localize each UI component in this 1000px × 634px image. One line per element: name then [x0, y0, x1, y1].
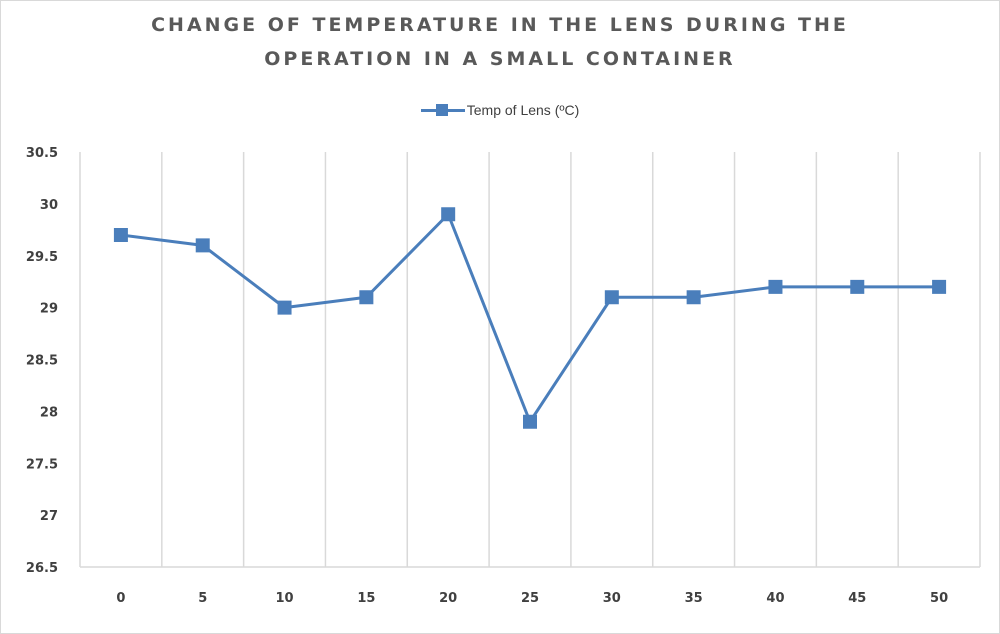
y-tick-label: 29 [40, 302, 58, 317]
x-tick-label: 5 [198, 591, 207, 606]
data-point-marker [441, 207, 456, 222]
x-tick-label: 40 [766, 591, 784, 606]
x-tick-label: 35 [685, 591, 703, 606]
x-tick-label: 30 [603, 591, 621, 606]
x-tick-label: 25 [521, 591, 539, 606]
data-point-marker [850, 279, 865, 294]
data-point-marker [523, 414, 537, 429]
data-point-marker [359, 290, 374, 305]
legend: Temp of Lens (ºC) [0, 98, 1000, 122]
x-tick-label: 50 [930, 591, 948, 606]
gridlines [79, 152, 981, 568]
y-tick-label: 29.5 [26, 250, 58, 265]
data-point-marker [195, 238, 210, 253]
data-point-marker [932, 279, 947, 294]
x-tick-label: 15 [357, 591, 375, 606]
data-point-marker [277, 300, 292, 315]
y-axis: 26.5 27 27.5 28 28.5 29 29.5 30 30.5 [26, 146, 58, 576]
x-tick-label: 45 [848, 591, 866, 606]
y-tick-label: 27.5 [26, 457, 58, 472]
series-temp-of-lens [113, 207, 947, 429]
legend-series-marker-icon [420, 103, 465, 117]
y-tick-label: 30 [40, 198, 58, 213]
x-tick-label: 0 [116, 591, 125, 606]
chart-title-line-2: OPERATION IN A SMALL CONTAINER [264, 48, 736, 70]
chart-title: CHANGE OF TEMPERATURE IN THE LENS DURING… [0, 8, 1000, 76]
x-tick-label: 20 [439, 591, 457, 606]
data-point-marker [113, 228, 128, 242]
x-axis: 0 5 10 15 20 25 30 35 40 45 50 [116, 591, 948, 606]
legend-series-label: Temp of Lens (ºC) [466, 102, 580, 118]
y-tick-label: 27 [40, 509, 58, 524]
y-tick-label: 28.5 [26, 354, 58, 369]
y-tick-label: 30.5 [26, 146, 58, 161]
data-point-marker [768, 279, 783, 294]
chart-title-line-1: CHANGE OF TEMPERATURE IN THE LENS DURING… [151, 14, 849, 36]
y-tick-label: 28 [40, 405, 58, 420]
x-tick-label: 10 [275, 591, 293, 606]
data-point-marker [604, 290, 619, 305]
y-tick-label: 26.5 [26, 561, 58, 576]
data-point-marker [686, 290, 701, 305]
